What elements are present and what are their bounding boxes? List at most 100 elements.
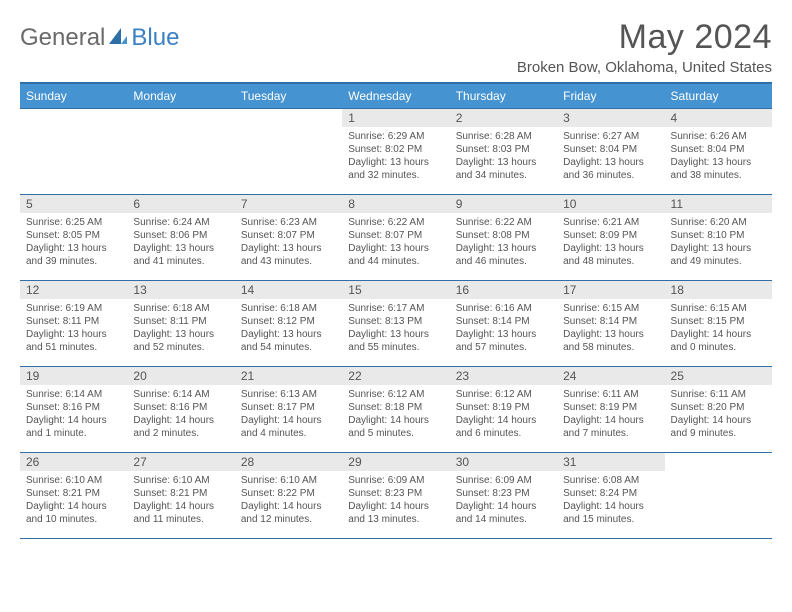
calendar-cell: 13Sunrise: 6:18 AMSunset: 8:11 PMDayligh… xyxy=(127,281,234,367)
day-detail: Sunrise: 6:14 AMSunset: 8:16 PMDaylight:… xyxy=(127,385,234,444)
day-number: 30 xyxy=(450,453,557,471)
calendar-cell: 6Sunrise: 6:24 AMSunset: 8:06 PMDaylight… xyxy=(127,195,234,281)
weekday-header: Tuesday xyxy=(235,83,342,109)
day-detail: Sunrise: 6:15 AMSunset: 8:14 PMDaylight:… xyxy=(557,299,664,358)
calendar-cell: 18Sunrise: 6:15 AMSunset: 8:15 PMDayligh… xyxy=(665,281,772,367)
calendar-cell: 24Sunrise: 6:11 AMSunset: 8:19 PMDayligh… xyxy=(557,367,664,453)
calendar-cell: 8Sunrise: 6:22 AMSunset: 8:07 PMDaylight… xyxy=(342,195,449,281)
day-detail: Sunrise: 6:27 AMSunset: 8:04 PMDaylight:… xyxy=(557,127,664,186)
day-number: 11 xyxy=(665,195,772,213)
weekday-header: Friday xyxy=(557,83,664,109)
calendar-cell xyxy=(20,109,127,195)
day-detail: Sunrise: 6:29 AMSunset: 8:02 PMDaylight:… xyxy=(342,127,449,186)
day-detail: Sunrise: 6:18 AMSunset: 8:11 PMDaylight:… xyxy=(127,299,234,358)
calendar-cell: 14Sunrise: 6:18 AMSunset: 8:12 PMDayligh… xyxy=(235,281,342,367)
day-number: 9 xyxy=(450,195,557,213)
calendar-cell: 9Sunrise: 6:22 AMSunset: 8:08 PMDaylight… xyxy=(450,195,557,281)
day-number: 23 xyxy=(450,367,557,385)
day-detail: Sunrise: 6:12 AMSunset: 8:18 PMDaylight:… xyxy=(342,385,449,444)
day-number: 29 xyxy=(342,453,449,471)
day-number: 12 xyxy=(20,281,127,299)
month-title: May 2024 xyxy=(517,18,772,57)
day-detail: Sunrise: 6:13 AMSunset: 8:17 PMDaylight:… xyxy=(235,385,342,444)
calendar-cell: 5Sunrise: 6:25 AMSunset: 8:05 PMDaylight… xyxy=(20,195,127,281)
day-number: 13 xyxy=(127,281,234,299)
day-number: 20 xyxy=(127,367,234,385)
day-number: 31 xyxy=(557,453,664,471)
day-detail: Sunrise: 6:24 AMSunset: 8:06 PMDaylight:… xyxy=(127,213,234,272)
calendar-cell: 1Sunrise: 6:29 AMSunset: 8:02 PMDaylight… xyxy=(342,109,449,195)
day-number: 19 xyxy=(20,367,127,385)
day-detail: Sunrise: 6:14 AMSunset: 8:16 PMDaylight:… xyxy=(20,385,127,444)
logo-sail-icon xyxy=(107,26,129,51)
day-detail: Sunrise: 6:21 AMSunset: 8:09 PMDaylight:… xyxy=(557,213,664,272)
day-detail: Sunrise: 6:11 AMSunset: 8:19 PMDaylight:… xyxy=(557,385,664,444)
day-detail: Sunrise: 6:20 AMSunset: 8:10 PMDaylight:… xyxy=(665,213,772,272)
day-number: 7 xyxy=(235,195,342,213)
day-detail: Sunrise: 6:25 AMSunset: 8:05 PMDaylight:… xyxy=(20,213,127,272)
day-number: 28 xyxy=(235,453,342,471)
calendar-cell: 28Sunrise: 6:10 AMSunset: 8:22 PMDayligh… xyxy=(235,453,342,539)
day-detail: Sunrise: 6:17 AMSunset: 8:13 PMDaylight:… xyxy=(342,299,449,358)
day-number: 8 xyxy=(342,195,449,213)
day-detail: Sunrise: 6:10 AMSunset: 8:22 PMDaylight:… xyxy=(235,471,342,530)
logo-text-general: General xyxy=(20,24,105,52)
calendar-cell: 20Sunrise: 6:14 AMSunset: 8:16 PMDayligh… xyxy=(127,367,234,453)
calendar-cell: 30Sunrise: 6:09 AMSunset: 8:23 PMDayligh… xyxy=(450,453,557,539)
weekday-header: Sunday xyxy=(20,83,127,109)
day-detail: Sunrise: 6:08 AMSunset: 8:24 PMDaylight:… xyxy=(557,471,664,530)
calendar-cell: 2Sunrise: 6:28 AMSunset: 8:03 PMDaylight… xyxy=(450,109,557,195)
calendar-cell: 31Sunrise: 6:08 AMSunset: 8:24 PMDayligh… xyxy=(557,453,664,539)
calendar-cell: 10Sunrise: 6:21 AMSunset: 8:09 PMDayligh… xyxy=(557,195,664,281)
day-detail: Sunrise: 6:11 AMSunset: 8:20 PMDaylight:… xyxy=(665,385,772,444)
day-number: 14 xyxy=(235,281,342,299)
logo-text-blue: Blue xyxy=(131,24,179,52)
day-number: 2 xyxy=(450,109,557,127)
day-detail: Sunrise: 6:16 AMSunset: 8:14 PMDaylight:… xyxy=(450,299,557,358)
calendar-cell: 25Sunrise: 6:11 AMSunset: 8:20 PMDayligh… xyxy=(665,367,772,453)
day-number: 27 xyxy=(127,453,234,471)
calendar-cell: 22Sunrise: 6:12 AMSunset: 8:18 PMDayligh… xyxy=(342,367,449,453)
weekday-header: Monday xyxy=(127,83,234,109)
calendar-cell: 19Sunrise: 6:14 AMSunset: 8:16 PMDayligh… xyxy=(20,367,127,453)
calendar-cell: 3Sunrise: 6:27 AMSunset: 8:04 PMDaylight… xyxy=(557,109,664,195)
calendar-cell: 27Sunrise: 6:10 AMSunset: 8:21 PMDayligh… xyxy=(127,453,234,539)
calendar-cell xyxy=(665,453,772,539)
day-number: 15 xyxy=(342,281,449,299)
day-detail: Sunrise: 6:22 AMSunset: 8:07 PMDaylight:… xyxy=(342,213,449,272)
logo: General Blue xyxy=(20,18,179,52)
calendar-cell xyxy=(127,109,234,195)
location: Broken Bow, Oklahoma, United States xyxy=(517,59,772,76)
day-number: 17 xyxy=(557,281,664,299)
calendar-cell: 7Sunrise: 6:23 AMSunset: 8:07 PMDaylight… xyxy=(235,195,342,281)
day-detail: Sunrise: 6:10 AMSunset: 8:21 PMDaylight:… xyxy=(20,471,127,530)
weekday-header: Thursday xyxy=(450,83,557,109)
weekday-header: Wednesday xyxy=(342,83,449,109)
day-detail: Sunrise: 6:26 AMSunset: 8:04 PMDaylight:… xyxy=(665,127,772,186)
day-number: 16 xyxy=(450,281,557,299)
calendar-cell: 4Sunrise: 6:26 AMSunset: 8:04 PMDaylight… xyxy=(665,109,772,195)
day-detail: Sunrise: 6:19 AMSunset: 8:11 PMDaylight:… xyxy=(20,299,127,358)
calendar-cell: 12Sunrise: 6:19 AMSunset: 8:11 PMDayligh… xyxy=(20,281,127,367)
calendar-cell: 17Sunrise: 6:15 AMSunset: 8:14 PMDayligh… xyxy=(557,281,664,367)
day-detail: Sunrise: 6:09 AMSunset: 8:23 PMDaylight:… xyxy=(450,471,557,530)
day-detail: Sunrise: 6:10 AMSunset: 8:21 PMDaylight:… xyxy=(127,471,234,530)
day-number: 3 xyxy=(557,109,664,127)
day-detail: Sunrise: 6:23 AMSunset: 8:07 PMDaylight:… xyxy=(235,213,342,272)
calendar-cell: 23Sunrise: 6:12 AMSunset: 8:19 PMDayligh… xyxy=(450,367,557,453)
calendar-cell: 11Sunrise: 6:20 AMSunset: 8:10 PMDayligh… xyxy=(665,195,772,281)
day-detail: Sunrise: 6:12 AMSunset: 8:19 PMDaylight:… xyxy=(450,385,557,444)
day-number: 18 xyxy=(665,281,772,299)
day-number: 21 xyxy=(235,367,342,385)
day-number: 5 xyxy=(20,195,127,213)
calendar-table: SundayMondayTuesdayWednesdayThursdayFrid… xyxy=(20,82,772,539)
calendar-cell: 15Sunrise: 6:17 AMSunset: 8:13 PMDayligh… xyxy=(342,281,449,367)
day-detail: Sunrise: 6:22 AMSunset: 8:08 PMDaylight:… xyxy=(450,213,557,272)
calendar-cell: 21Sunrise: 6:13 AMSunset: 8:17 PMDayligh… xyxy=(235,367,342,453)
day-number: 24 xyxy=(557,367,664,385)
day-number: 4 xyxy=(665,109,772,127)
day-detail: Sunrise: 6:15 AMSunset: 8:15 PMDaylight:… xyxy=(665,299,772,358)
day-number: 25 xyxy=(665,367,772,385)
day-detail: Sunrise: 6:18 AMSunset: 8:12 PMDaylight:… xyxy=(235,299,342,358)
calendar-cell: 26Sunrise: 6:10 AMSunset: 8:21 PMDayligh… xyxy=(20,453,127,539)
